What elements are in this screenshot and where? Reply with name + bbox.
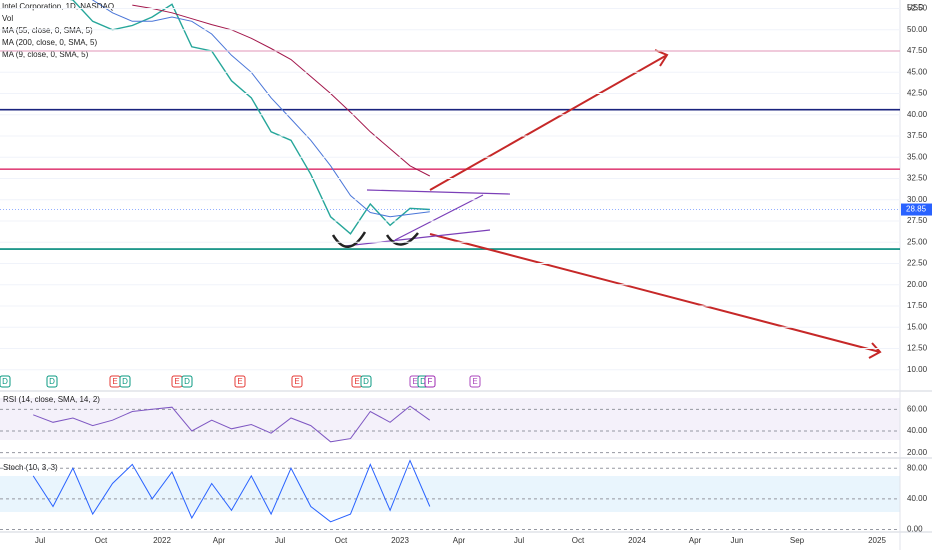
y-tick-label: 22.50: [907, 259, 928, 268]
x-tick-label: Apr: [453, 536, 466, 545]
y-tick-label: 15.00: [907, 322, 928, 331]
y-tick-label: 25.00: [907, 237, 928, 246]
event-badge: [469, 375, 481, 388]
stoch-title: Stoch (10, 3, 3): [3, 463, 58, 472]
y-tick-label: 35.00: [907, 152, 928, 161]
indicator-label: Vol: [2, 14, 13, 23]
event-badge: [424, 375, 436, 388]
cup-shape: [331, 231, 367, 248]
y-tick-label: 42.50: [907, 89, 928, 98]
event-badge: [360, 375, 372, 388]
x-tick-label: Jul: [275, 536, 285, 545]
event-badge: [0, 375, 11, 388]
y-tick-label: 32.50: [907, 174, 928, 183]
indicator-label: MA (9, close, 0, SMA, 5): [2, 50, 89, 59]
arrow-head: [868, 342, 882, 359]
event-label: E: [354, 377, 359, 386]
event-label: E: [112, 377, 117, 386]
event-badge: [46, 375, 58, 388]
drawings: [331, 49, 882, 359]
x-tick-label: Oct: [335, 536, 348, 545]
symbol-title: Intel Corporation, 1D, NASDAQ: [2, 2, 114, 11]
x-tick-label: Apr: [213, 536, 226, 545]
rsi-band: [0, 398, 900, 440]
stoch-band: [0, 476, 900, 512]
trend-line: [366, 189, 511, 195]
indicator-label: MA (55, close, 0, SMA, 5): [2, 26, 93, 35]
x-tick-label: 2023: [391, 536, 409, 545]
event-label: D: [363, 377, 369, 386]
x-tick-label: Oct: [572, 536, 585, 545]
event-label: E: [412, 377, 417, 386]
x-tick-label: Jun: [731, 536, 744, 545]
y-tick-label: 20.00: [907, 448, 928, 457]
event-label: D: [2, 377, 8, 386]
price-tag-label: 28.85: [906, 205, 927, 214]
x-tick-label: Jul: [514, 536, 524, 545]
event-badge: [234, 375, 246, 388]
arrow-head: [654, 49, 669, 67]
y-tick-label: 45.00: [907, 67, 928, 76]
oscillator-line: [33, 405, 431, 443]
y-tick-label: 37.50: [907, 131, 928, 140]
x-tick-label: Oct: [95, 536, 108, 545]
y-tick-label: 17.50: [907, 301, 928, 310]
x-tick-label: 2022: [153, 536, 171, 545]
arrow-down: [429, 233, 881, 353]
y-tick-label: 60.00: [907, 404, 928, 413]
event-badge: [291, 375, 303, 388]
event-label: D: [420, 377, 426, 386]
x-tick-label: Sep: [790, 536, 805, 545]
y-tick-label: 40.00: [907, 426, 928, 435]
event-badge: [181, 375, 193, 388]
trend-line: [344, 229, 491, 247]
y-tick-label: 50.00: [907, 25, 928, 34]
x-tick-label: Jul: [35, 536, 45, 545]
event-label: D: [49, 377, 55, 386]
event-label: E: [174, 377, 179, 386]
y-tick-label: 40.00: [907, 110, 928, 119]
y-tick-label: 12.50: [907, 344, 928, 353]
y-tick-label: 40.00: [907, 494, 928, 503]
oscillator-line: [32, 459, 431, 523]
event-label: D: [184, 377, 190, 386]
y-tick-label: 47.50: [907, 46, 928, 55]
price-line: [69, 0, 430, 235]
price-line: [132, 4, 431, 177]
y-tick-label: 80.00: [907, 463, 928, 472]
trend-line: [394, 194, 484, 241]
arrow-up: [429, 54, 668, 191]
x-tick-label: 2025: [868, 536, 886, 545]
event-label: F: [428, 377, 433, 386]
event-badge: [119, 375, 131, 388]
x-tick-label: 2024: [628, 536, 646, 545]
y-tick-label: 27.50: [907, 216, 928, 225]
price-tag: [901, 203, 932, 216]
cup-shape: [385, 232, 419, 246]
event-label: D: [122, 377, 128, 386]
y-tick-label: 10.00: [907, 365, 928, 374]
event-label: E: [472, 377, 477, 386]
x-tick-label: Apr: [689, 536, 702, 545]
y-tick-label: 20.00: [907, 280, 928, 289]
currency: USD: [907, 3, 924, 12]
y-tick-label: 52.50: [907, 4, 928, 13]
y-tick-label: 30.00: [907, 195, 928, 204]
event-label: E: [237, 377, 242, 386]
y-tick-label: 0.00: [907, 525, 923, 534]
event-label: E: [294, 377, 299, 386]
rsi-title: RSI (14, close, SMA, 14, 2): [3, 395, 100, 404]
indicator-label: MA (200, close, 0, SMA, 5): [2, 38, 97, 47]
